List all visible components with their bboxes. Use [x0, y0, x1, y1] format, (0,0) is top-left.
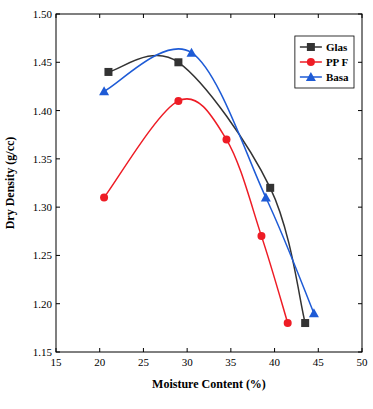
x-tick-top [99, 14, 100, 18]
y-tick-label: 1.25 [33, 249, 53, 261]
legend-marker [307, 43, 315, 51]
y-tick-right [358, 14, 362, 15]
chart: 15 20 25 30 35 40 45 50 1.15 1.20 1.25 1.30 1.35 1.40… [0, 0, 373, 409]
y-tick-label: 1.15 [33, 346, 53, 358]
plot-area [99, 48, 319, 327]
series-marker [261, 192, 271, 201]
y-tick-right [358, 352, 362, 353]
x-tick-top [187, 14, 188, 18]
series-marker [301, 319, 309, 327]
y-tick [56, 62, 60, 63]
series-marker [99, 86, 109, 95]
x-tick-label: 45 [313, 356, 325, 368]
legend-label: PP F [326, 56, 349, 68]
series-marker [257, 232, 265, 240]
y-axis-title: Dry Density (g/cc) [3, 137, 17, 230]
legend-box [295, 36, 354, 88]
x-tick-top [230, 14, 231, 18]
y-tick [56, 207, 60, 208]
y-tick-right [358, 62, 362, 63]
series-marker [309, 308, 319, 317]
y-tick [56, 352, 60, 353]
legend-label: Glas [326, 41, 348, 53]
series-line [104, 99, 288, 323]
x-tick [362, 348, 363, 352]
x-tick-top [362, 14, 363, 18]
x-tick [143, 348, 144, 352]
legend-label: Basa [326, 71, 349, 83]
y-tick-right [358, 303, 362, 304]
x-tick-label: 35 [225, 356, 237, 368]
y-tick-right [358, 207, 362, 208]
series-marker [174, 58, 182, 66]
x-tick-top [318, 14, 319, 18]
x-axis-title: Moisture Content (%) [152, 377, 266, 391]
series-line [104, 49, 314, 314]
y-tick-label: 1.50 [33, 8, 53, 20]
y-tick-label: 1.35 [33, 153, 53, 165]
legend-marker [306, 72, 316, 81]
y-tick-label: 1.20 [33, 298, 53, 310]
x-tick-label: 20 [94, 356, 106, 368]
y-tick-label: 1.30 [33, 201, 53, 213]
series-marker [284, 319, 292, 327]
x-tick-label: 40 [269, 356, 281, 368]
x-tick [318, 348, 319, 352]
y-tick-right [358, 158, 362, 159]
y-tick-right [358, 110, 362, 111]
series-marker [266, 184, 274, 192]
y-tick [56, 303, 60, 304]
y-tick [56, 14, 60, 15]
series-marker [222, 136, 230, 144]
legend-marker [307, 58, 315, 66]
x-tick [274, 348, 275, 352]
series-marker [100, 193, 108, 201]
x-tick-label: 30 [182, 356, 194, 368]
x-tick-top [56, 14, 57, 18]
y-tick-label: 1.45 [33, 56, 53, 68]
x-tick [230, 348, 231, 352]
x-tick-top [274, 14, 275, 18]
x-tick-label: 25 [138, 356, 150, 368]
x-tick-label: 50 [357, 356, 369, 368]
x-tick [56, 348, 57, 352]
series-marker [104, 68, 112, 76]
y-tick [56, 158, 60, 159]
x-tick-label: 15 [51, 356, 63, 368]
x-tick [187, 348, 188, 352]
y-tick [56, 110, 60, 111]
y-tick-right [358, 255, 362, 256]
series-marker [174, 97, 182, 105]
x-tick [99, 348, 100, 352]
legend: Glas PP F Basa [295, 36, 354, 88]
x-tick-top [143, 14, 144, 18]
plot-frame [56, 14, 362, 352]
y-tick [56, 255, 60, 256]
y-tick-label: 1.40 [33, 105, 53, 117]
series-marker [187, 48, 197, 57]
